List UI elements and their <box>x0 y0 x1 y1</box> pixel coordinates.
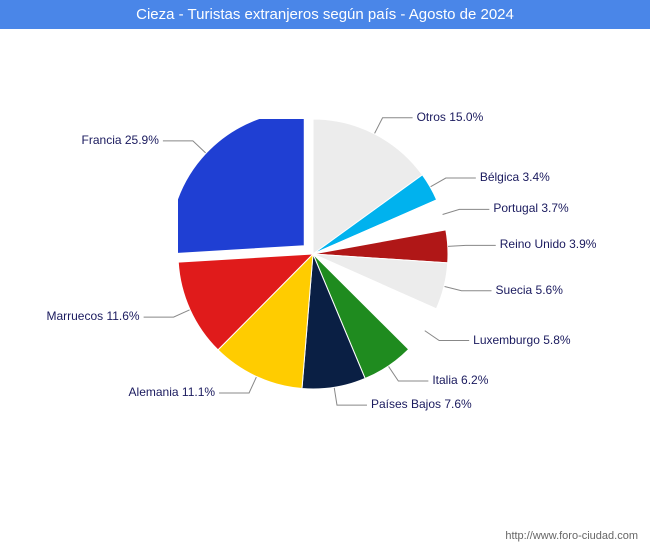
slice-label: Países Bajos 7.6% <box>371 397 472 411</box>
footer-link[interactable]: http://www.foro-ciudad.com <box>505 530 638 542</box>
slice-label: Portugal 3.7% <box>493 201 568 215</box>
leader-line <box>444 286 491 290</box>
slice-label: Otros 15.0% <box>417 110 484 124</box>
slice-label: Bélgica 3.4% <box>480 170 550 184</box>
slice-label: Reino Unido 3.9% <box>500 237 597 251</box>
slice-label: Luxemburgo 5.8% <box>473 333 570 347</box>
slice-label: Francia 25.9% <box>82 133 159 147</box>
slice-label: Italia 6.2% <box>432 373 488 387</box>
chart-title: Cieza - Turistas extranjeros según país … <box>136 6 514 23</box>
leader-line <box>448 245 496 246</box>
slice-label: Alemania 11.1% <box>129 385 216 399</box>
pie-chart <box>178 119 448 389</box>
footer-text: http://www.foro-ciudad.com <box>505 530 638 542</box>
pie-slice <box>178 119 304 254</box>
leader-line <box>334 387 367 405</box>
slice-label: Suecia 5.6% <box>496 283 563 297</box>
title-bar: Cieza - Turistas extranjeros según país … <box>0 0 650 29</box>
chart-area: Otros 15.0% Bélgica 3.4% Portugal 3.7% Rein… <box>0 29 650 509</box>
leader-line <box>442 209 489 214</box>
pie-container <box>178 119 448 389</box>
slice-label: Marruecos 11.6% <box>46 309 139 323</box>
